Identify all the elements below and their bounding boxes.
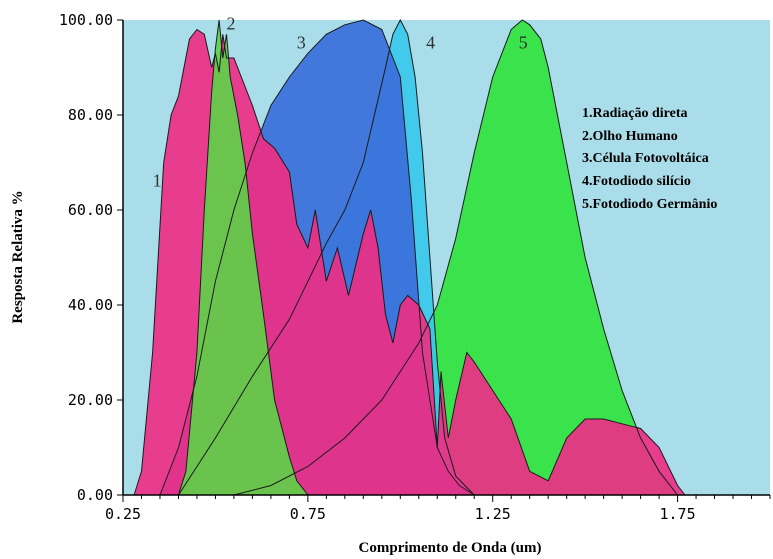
series-celula-outline xyxy=(159,19,475,496)
legend-item-silicio: 4.Fotodiodo silício xyxy=(582,174,691,189)
curve-label-silicio: 4 xyxy=(426,33,435,53)
y-tick-label: 20.00 xyxy=(68,391,113,409)
x-tick-label: 1.75 xyxy=(660,505,696,523)
y-axis-title: Resposta Relativa % xyxy=(10,190,26,323)
y-tick-label: 40.00 xyxy=(68,296,113,314)
curve-label-group: 1 2 3 4 5 xyxy=(153,14,528,191)
y-tick-label: 60.00 xyxy=(68,201,113,219)
y-tick-label: 0.00 xyxy=(77,486,113,504)
x-tick-label: 0.25 xyxy=(105,505,141,523)
curve-label-celula: 3 xyxy=(297,33,306,53)
series-outlines xyxy=(133,18,686,496)
series-radiacao-outline xyxy=(133,28,686,496)
curve-label-olho: 2 xyxy=(227,14,236,34)
series-silicio-outline xyxy=(178,18,475,496)
x-tick-label: 1.25 xyxy=(475,505,511,523)
x-tick-group: 0.25 0.75 1.25 1.75 xyxy=(105,495,771,523)
x-axis-title: Comprimento de Onda (um) xyxy=(359,540,542,556)
series-germanio-outline xyxy=(233,19,678,496)
y-tick-label: 100.00 xyxy=(59,11,113,29)
series-olho-area xyxy=(178,20,308,495)
x-tick-label: 0.75 xyxy=(290,505,326,523)
y-tick-label: 80.00 xyxy=(68,106,113,124)
series-germanio-area xyxy=(233,20,678,495)
legend-item-radiacao: 1.Radiação direta xyxy=(582,106,688,121)
legend-item-germanio: 5.Fotodiodo Germânio xyxy=(582,197,717,212)
curve-label-radiacao: 1 xyxy=(153,170,162,190)
legend-item-olho: 2.Olho Humano xyxy=(582,129,678,144)
legend-item-celula: 3.Célula Fotovoltáica xyxy=(582,151,709,166)
series-olho-outline xyxy=(178,19,309,496)
y-tick-group: 0.00 20.00 40.00 60.00 80.00 100.00 xyxy=(59,11,123,504)
legend: 1.Radiação direta 2.Olho Humano 3.Célula… xyxy=(582,106,717,212)
curve-label-germanio: 5 xyxy=(519,33,528,53)
